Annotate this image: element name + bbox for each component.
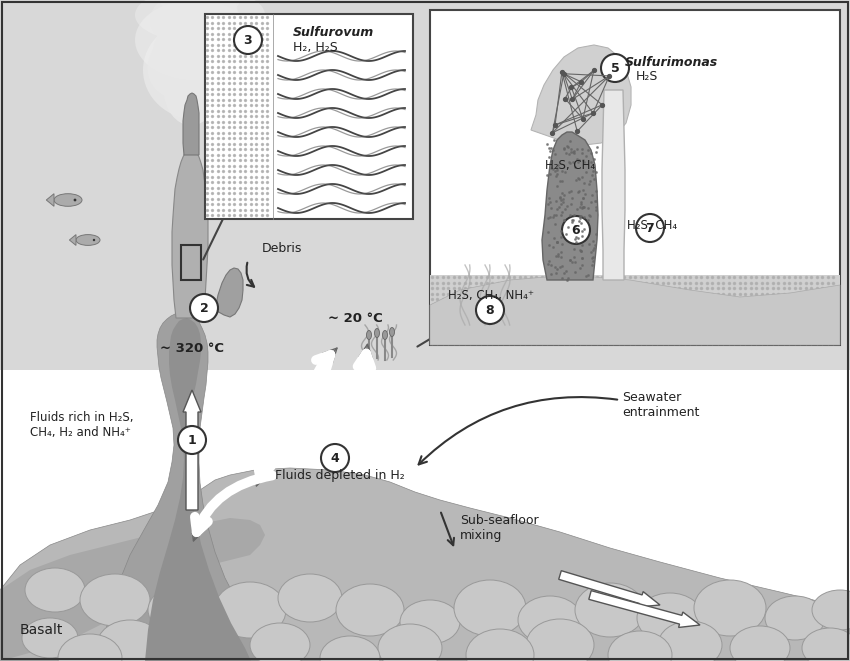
Ellipse shape bbox=[22, 618, 78, 658]
Ellipse shape bbox=[382, 330, 388, 340]
Text: 8: 8 bbox=[485, 303, 495, 317]
Circle shape bbox=[93, 239, 95, 241]
Text: Seawater
entrainment: Seawater entrainment bbox=[622, 391, 700, 419]
Text: 5: 5 bbox=[610, 61, 620, 75]
Ellipse shape bbox=[160, 5, 240, 85]
Text: Sulfurovum: Sulfurovum bbox=[293, 26, 374, 38]
Ellipse shape bbox=[375, 329, 379, 338]
Ellipse shape bbox=[135, 0, 255, 80]
Ellipse shape bbox=[812, 590, 850, 630]
Ellipse shape bbox=[135, 0, 265, 42]
Polygon shape bbox=[46, 194, 54, 206]
Circle shape bbox=[476, 296, 504, 324]
Ellipse shape bbox=[152, 20, 218, 90]
Ellipse shape bbox=[575, 583, 645, 637]
Ellipse shape bbox=[336, 584, 404, 636]
Circle shape bbox=[601, 54, 629, 82]
Circle shape bbox=[636, 214, 664, 242]
Ellipse shape bbox=[250, 623, 310, 661]
FancyBboxPatch shape bbox=[205, 14, 413, 219]
Circle shape bbox=[190, 294, 218, 322]
Polygon shape bbox=[430, 275, 840, 345]
Text: H₂S: H₂S bbox=[636, 71, 659, 83]
Circle shape bbox=[234, 26, 262, 54]
Ellipse shape bbox=[148, 586, 212, 634]
Ellipse shape bbox=[518, 596, 582, 644]
Polygon shape bbox=[70, 235, 76, 245]
FancyArrow shape bbox=[183, 390, 201, 510]
Ellipse shape bbox=[148, 38, 202, 98]
Polygon shape bbox=[172, 147, 208, 318]
Polygon shape bbox=[602, 90, 625, 280]
Text: ~ 20 °C: ~ 20 °C bbox=[327, 311, 382, 325]
Circle shape bbox=[562, 216, 590, 244]
Ellipse shape bbox=[160, 0, 240, 17]
Text: Sulfurimonas: Sulfurimonas bbox=[625, 56, 718, 69]
Polygon shape bbox=[430, 275, 840, 345]
Ellipse shape bbox=[76, 235, 100, 245]
Ellipse shape bbox=[320, 636, 380, 661]
Text: Basalt: Basalt bbox=[20, 623, 64, 637]
Text: ~ 320 °C: ~ 320 °C bbox=[160, 342, 224, 354]
Ellipse shape bbox=[58, 634, 122, 661]
Text: 3: 3 bbox=[244, 34, 252, 46]
Text: 4: 4 bbox=[331, 451, 339, 465]
Ellipse shape bbox=[637, 593, 703, 643]
Ellipse shape bbox=[658, 621, 722, 661]
FancyArrow shape bbox=[589, 591, 700, 627]
Ellipse shape bbox=[278, 574, 342, 622]
Ellipse shape bbox=[389, 327, 394, 336]
Ellipse shape bbox=[802, 628, 850, 661]
Text: Sub-seafloor
mixing: Sub-seafloor mixing bbox=[460, 514, 539, 542]
Ellipse shape bbox=[54, 194, 82, 206]
Ellipse shape bbox=[526, 619, 594, 661]
Text: H₂S, CH₄, NH₄⁺: H₂S, CH₄, NH₄⁺ bbox=[448, 288, 534, 301]
Ellipse shape bbox=[214, 582, 286, 638]
Polygon shape bbox=[0, 0, 850, 370]
Ellipse shape bbox=[608, 631, 672, 661]
Text: H₂S, CH₄: H₂S, CH₄ bbox=[545, 159, 595, 171]
Polygon shape bbox=[183, 93, 199, 155]
Polygon shape bbox=[215, 268, 243, 317]
Text: 1: 1 bbox=[188, 434, 196, 446]
Polygon shape bbox=[0, 468, 850, 661]
Text: Fluids rich in H₂S,
CH₄, H₂ and NH₄⁺: Fluids rich in H₂S, CH₄, H₂ and NH₄⁺ bbox=[30, 411, 133, 439]
Ellipse shape bbox=[143, 20, 253, 120]
Ellipse shape bbox=[454, 580, 526, 636]
Polygon shape bbox=[542, 132, 598, 280]
Polygon shape bbox=[145, 318, 251, 661]
Text: 2: 2 bbox=[200, 301, 208, 315]
Text: 7: 7 bbox=[646, 221, 654, 235]
Polygon shape bbox=[100, 312, 272, 661]
FancyArrow shape bbox=[558, 570, 660, 607]
Ellipse shape bbox=[366, 330, 371, 340]
Polygon shape bbox=[0, 518, 265, 661]
Ellipse shape bbox=[97, 620, 163, 661]
Ellipse shape bbox=[162, 0, 237, 32]
Ellipse shape bbox=[160, 0, 230, 60]
Text: Debris: Debris bbox=[262, 241, 303, 254]
FancyBboxPatch shape bbox=[430, 10, 840, 345]
Ellipse shape bbox=[400, 600, 460, 644]
Bar bbox=[181, 245, 201, 280]
Text: H₂, H₂S: H₂, H₂S bbox=[293, 40, 337, 54]
Ellipse shape bbox=[25, 568, 85, 612]
Text: H₂S, CH₄: H₂S, CH₄ bbox=[627, 219, 677, 231]
Ellipse shape bbox=[80, 574, 150, 626]
Ellipse shape bbox=[765, 596, 825, 640]
Text: 6: 6 bbox=[572, 223, 581, 237]
Ellipse shape bbox=[163, 50, 218, 126]
Circle shape bbox=[178, 426, 206, 454]
Ellipse shape bbox=[466, 629, 534, 661]
Text: Fluids depleted in H₂: Fluids depleted in H₂ bbox=[275, 469, 405, 481]
Ellipse shape bbox=[150, 0, 240, 50]
Ellipse shape bbox=[694, 580, 766, 636]
Ellipse shape bbox=[378, 624, 442, 661]
Polygon shape bbox=[531, 45, 631, 145]
Circle shape bbox=[74, 198, 76, 202]
Circle shape bbox=[321, 444, 349, 472]
Ellipse shape bbox=[730, 626, 790, 661]
Polygon shape bbox=[531, 45, 631, 145]
Ellipse shape bbox=[170, 626, 230, 661]
